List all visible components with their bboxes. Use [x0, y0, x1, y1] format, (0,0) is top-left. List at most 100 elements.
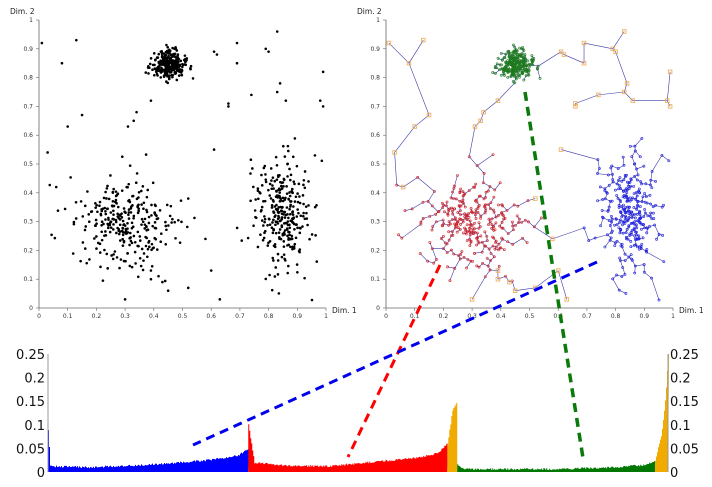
- data-point: [272, 200, 275, 203]
- data-point: [124, 229, 128, 233]
- tree-point-red: [477, 241, 481, 245]
- data-point: [278, 194, 281, 198]
- tree-point-red: [395, 183, 399, 187]
- mst-edge: [624, 256, 630, 261]
- tree-point-blue: [629, 239, 633, 243]
- data-point: [276, 222, 280, 225]
- tree-point-blue: [630, 216, 634, 219]
- data-point: [159, 69, 162, 72]
- data-point: [287, 238, 290, 241]
- mst-edge: [516, 215, 520, 220]
- tree-point-red: [480, 250, 484, 254]
- data-point: [104, 230, 107, 233]
- tree-point-blue: [623, 208, 627, 211]
- data-point: [281, 144, 285, 148]
- tree-point-blue: [618, 256, 622, 260]
- tree-point-blue: [632, 227, 636, 230]
- outlier-point: [550, 236, 555, 242]
- y-tick-label: 0.4: [370, 190, 380, 197]
- mst-edge: [560, 149, 598, 160]
- mst-edge: [604, 240, 611, 248]
- left-y-tick-label: 0.25: [16, 348, 45, 363]
- area-segment-orange-1: [447, 402, 458, 472]
- data-point: [138, 235, 142, 238]
- tree-point-red: [452, 186, 456, 190]
- data-point: [116, 215, 120, 218]
- mst-edge: [644, 209, 646, 214]
- mst-edge: [451, 249, 455, 255]
- tree-point-red: [463, 226, 466, 230]
- data-point: [235, 41, 239, 45]
- data-point: [159, 240, 163, 244]
- data-point: [129, 211, 133, 214]
- data-point: [128, 243, 131, 247]
- tree-point-green: [510, 56, 514, 60]
- mst-edge: [488, 202, 492, 205]
- tree-point-red: [447, 220, 451, 224]
- tree-point-red: [468, 233, 472, 237]
- tree-point-green: [506, 69, 509, 72]
- tree-point-red: [449, 196, 453, 200]
- data-point: [136, 205, 139, 209]
- data-point: [163, 54, 167, 58]
- data-point: [278, 82, 282, 85]
- tree-point-blue: [617, 288, 621, 292]
- mst-edge: [499, 222, 503, 227]
- data-point: [130, 221, 134, 225]
- data-point: [289, 205, 292, 208]
- tree-point-blue: [598, 185, 602, 189]
- data-point: [260, 219, 264, 222]
- data-point: [118, 266, 121, 270]
- data-point: [172, 53, 176, 57]
- mst-edge: [501, 218, 505, 223]
- mst-edge: [394, 152, 398, 186]
- data-point: [285, 192, 289, 195]
- data-point: [131, 194, 135, 198]
- data-point: [275, 90, 279, 94]
- tree-point-red: [451, 212, 455, 216]
- mst-edge: [444, 211, 448, 215]
- mst-edge: [646, 195, 651, 197]
- tree-point-green: [517, 62, 521, 65]
- data-point: [165, 203, 169, 207]
- data-point: [141, 220, 145, 224]
- mst-edge: [463, 232, 467, 235]
- data-point: [132, 234, 136, 238]
- data-point: [272, 218, 275, 222]
- data-point: [104, 218, 107, 221]
- tree-point-red: [460, 250, 464, 253]
- tree-point-blue: [618, 231, 622, 235]
- tree-point-red: [494, 221, 498, 225]
- tree-point-blue: [643, 208, 647, 211]
- data-point: [88, 258, 91, 261]
- tree-point-red: [426, 199, 430, 203]
- right-xlabel: Dim. 1: [679, 306, 704, 315]
- tree-point-green: [509, 52, 513, 56]
- tree-point-blue: [617, 179, 620, 182]
- tree-point-red: [489, 207, 492, 211]
- tree-point-blue: [641, 195, 645, 199]
- tree-point-blue: [645, 201, 649, 205]
- data-point: [106, 207, 109, 211]
- data-point: [249, 199, 252, 203]
- data-point: [296, 270, 299, 274]
- data-point: [251, 167, 254, 170]
- data-point: [266, 223, 269, 227]
- tree-point-blue: [605, 233, 609, 237]
- data-point: [274, 220, 278, 224]
- data-point: [129, 236, 132, 239]
- mst-edge: [488, 245, 494, 250]
- data-point: [279, 184, 283, 188]
- tree-point-red: [452, 252, 456, 256]
- left-y-tick-label: 0.15: [16, 395, 45, 410]
- left-y-tick-label: 0.2: [24, 372, 45, 387]
- tree-point-red: [510, 220, 514, 224]
- tree-point-blue: [652, 211, 655, 215]
- mst-edge: [463, 203, 466, 208]
- tree-point-green: [522, 63, 526, 67]
- tree-point-blue: [613, 244, 617, 248]
- data-point: [130, 241, 134, 245]
- tree-point-red: [480, 240, 484, 244]
- tree-point-red: [489, 259, 492, 263]
- outlier-point: [613, 49, 618, 54]
